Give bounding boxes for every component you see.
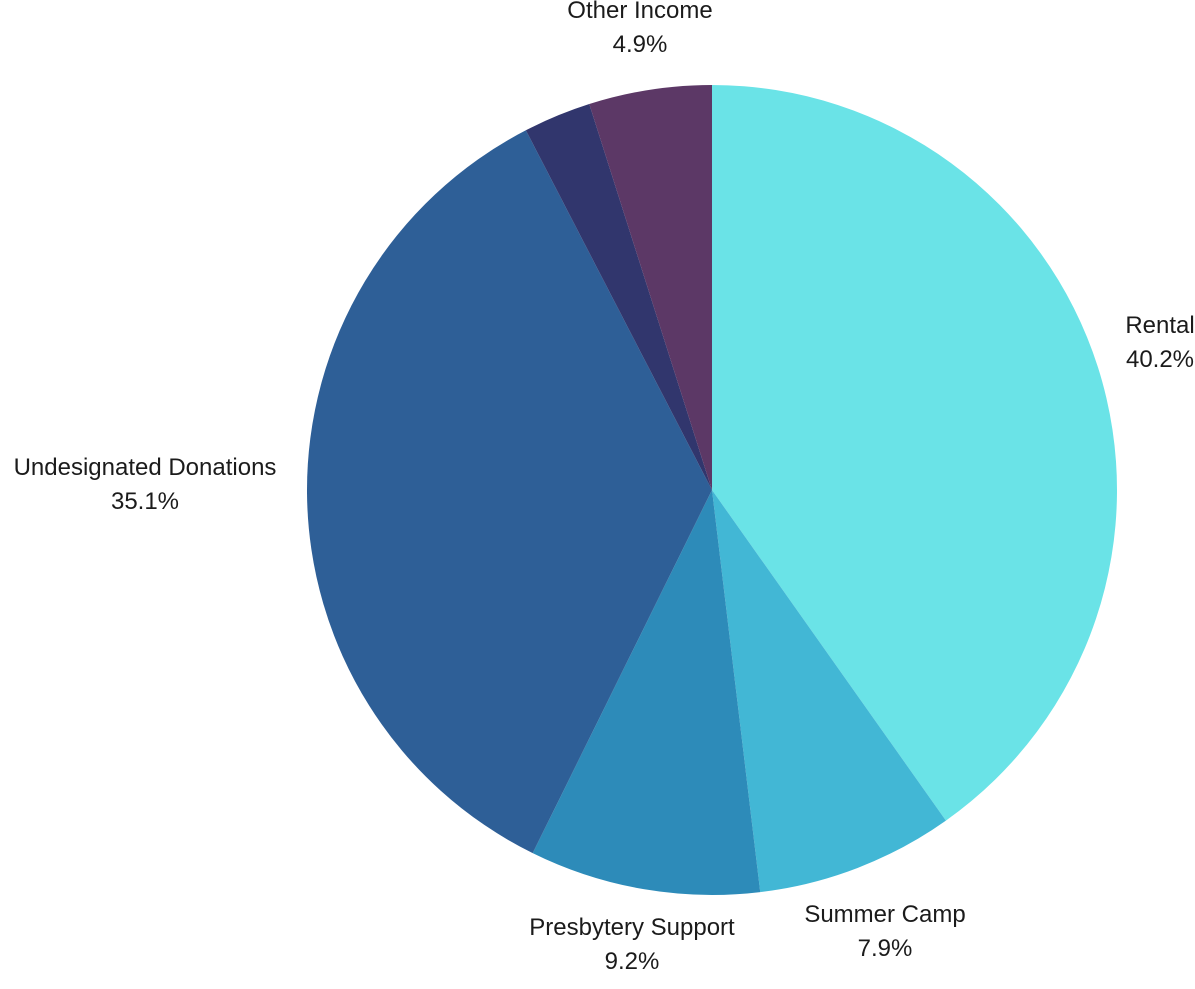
- slice-label-undesignated-donations: Undesignated Donations 35.1%: [14, 454, 277, 515]
- slice-percent: 35.1%: [111, 488, 179, 515]
- slice-label-other-income: Other Income 4.9%: [567, 0, 712, 58]
- pie-slice-slice-4: [525, 104, 712, 490]
- slice-label-summer-camp: Summer Camp 7.9%: [804, 901, 965, 962]
- slice-name: Undesignated Donations: [14, 454, 277, 481]
- pie-slice-presbytery-support: [532, 490, 761, 896]
- slice-percent: 7.9%: [858, 935, 913, 962]
- slice-name: Presbytery Support: [529, 914, 735, 941]
- pie-slice-summer-camp: [712, 490, 946, 893]
- slice-label-rental: Rental 40.2%: [1125, 312, 1194, 373]
- pie-slice-rental: [712, 85, 1118, 821]
- slice-percent: 4.9%: [613, 31, 668, 58]
- slice-name: Summer Camp: [804, 901, 965, 928]
- pie-slices: [306, 85, 1118, 896]
- slice-percent: 9.2%: [605, 948, 660, 975]
- slice-name: Other Income: [567, 0, 712, 24]
- slice-percent: 40.2%: [1126, 346, 1194, 373]
- slice-labels: Rental 40.2% Summer Camp 7.9% Presbytery Sup…: [14, 0, 1195, 975]
- pie-slice-undesignated-donations: [306, 130, 712, 854]
- slice-name: Rental: [1125, 312, 1194, 339]
- slice-label-presbytery-support: Presbytery Support 9.2%: [529, 914, 735, 975]
- pie-slice-other-income: [589, 85, 712, 490]
